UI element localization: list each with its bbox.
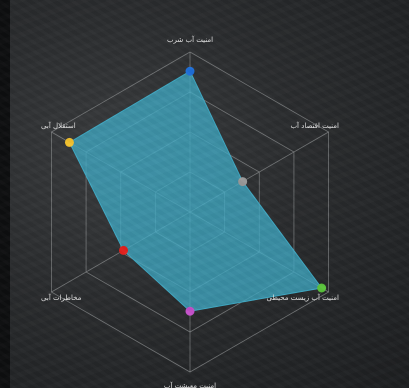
axis-label-5: مخاطرات آبی — [41, 293, 82, 302]
radar-area-layer — [68, 70, 323, 312]
data-point-2[interactable] — [238, 177, 248, 187]
data-point-4[interactable] — [185, 306, 195, 316]
left-edge-strip — [0, 0, 10, 388]
axis-label-1: امنیت آب شرب — [167, 35, 213, 44]
axis-label-4: امنیت معیشت آب — [164, 381, 216, 388]
data-point-1[interactable] — [185, 66, 195, 76]
radar-series-area — [68, 70, 323, 312]
data-point-3[interactable] — [317, 283, 327, 293]
data-point-6[interactable] — [64, 137, 74, 147]
radar-markers — [64, 66, 327, 316]
axis-label-3: امنیت آب زیست محیطی — [267, 293, 339, 302]
axis-label-2: امنیت اقتصاد آب — [290, 121, 339, 130]
axis-labels: امنیت آب شرب امنیت اقتصاد آب امنیت آب زیست… — [41, 35, 339, 388]
data-point-5[interactable] — [118, 245, 128, 255]
axis-label-6: استقلال آبی — [41, 121, 76, 130]
